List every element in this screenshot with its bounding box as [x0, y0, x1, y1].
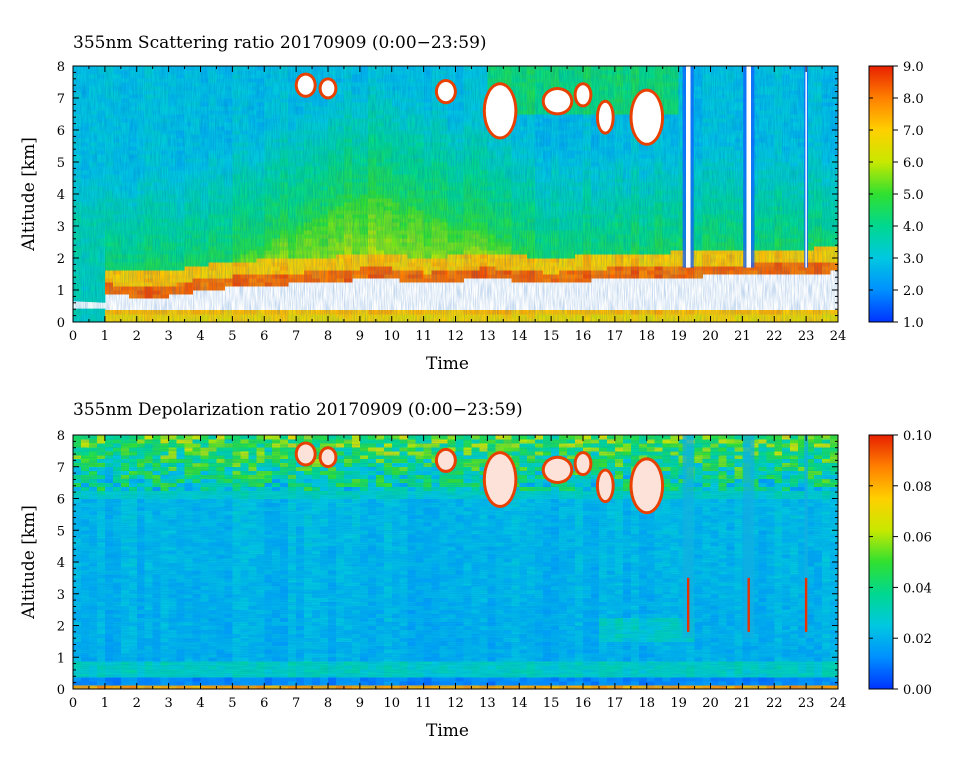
scattering-ratio-panel: 0 1 2 3 4 5 6 7 8 9 10 11 12 13 14 15 16 17 18 19 20 21 22 23 24…	[19, 33, 924, 374]
heatmap-field	[73, 66, 839, 323]
